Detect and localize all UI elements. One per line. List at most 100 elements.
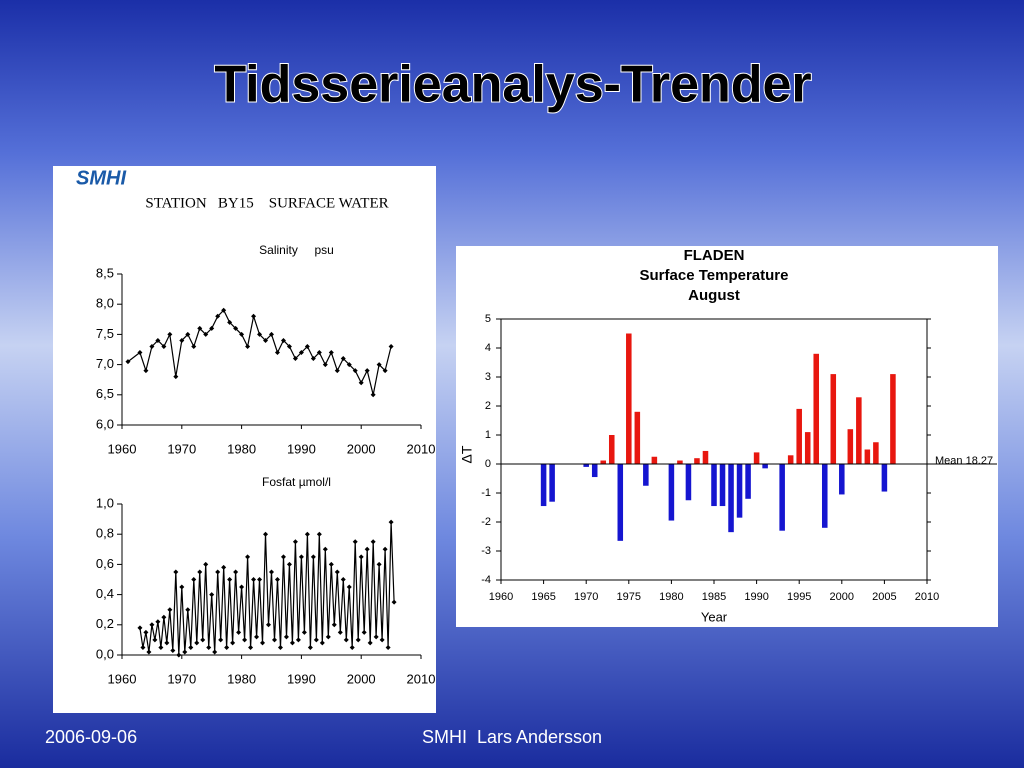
data-point <box>388 343 394 349</box>
x-tick-label: 1970 <box>167 671 196 686</box>
bar <box>796 408 802 464</box>
y-tick-label: 2 <box>485 400 491 412</box>
data-point <box>158 644 164 650</box>
data-point <box>215 313 221 319</box>
bar <box>753 452 760 464</box>
data-point <box>251 577 257 582</box>
data-point <box>260 640 266 646</box>
data-point <box>239 331 245 337</box>
data-point <box>280 554 286 560</box>
y-tick-label: 4 <box>485 342 491 354</box>
x-tick-label: 1995 <box>787 591 811 603</box>
y-tick-label: 0,2 <box>96 616 114 631</box>
bar <box>643 464 649 486</box>
bar <box>540 464 547 507</box>
data-point <box>209 325 215 331</box>
data-point <box>391 599 397 605</box>
bar <box>591 464 598 478</box>
data-point <box>137 350 143 356</box>
y-tick-label: 0,4 <box>96 586 114 601</box>
data-point <box>203 561 209 567</box>
data-point <box>236 629 242 635</box>
bar <box>685 464 692 501</box>
data-point <box>370 392 376 398</box>
data-point <box>310 554 316 560</box>
y-tick-label: 5 <box>485 313 491 325</box>
x-tick-label: 1970 <box>167 441 196 456</box>
chart-title: Surface Temperature <box>640 267 789 284</box>
data-point <box>328 350 334 356</box>
y-tick-label: 0,8 <box>96 526 114 541</box>
data-point <box>221 307 227 313</box>
data-point <box>277 644 283 650</box>
x-tick-label: 1960 <box>108 441 137 456</box>
y-tick-label: 0,0 <box>96 646 114 661</box>
data-point <box>197 569 203 575</box>
data-point <box>179 337 185 343</box>
data-point <box>185 331 191 337</box>
x-axis-label: Year <box>701 609 728 624</box>
panel-title: STATION BY15 SURFACE WATER <box>145 195 388 211</box>
chart-title: Salinity psu <box>259 243 334 257</box>
x-tick-label: 1970 <box>574 591 598 603</box>
data-point <box>251 313 257 319</box>
data-point <box>283 634 289 640</box>
x-tick-label: 1980 <box>659 591 683 603</box>
x-tick-label: 1990 <box>287 671 316 686</box>
data-point <box>248 644 254 650</box>
data-point <box>167 607 173 613</box>
y-tick-label: 8,0 <box>96 296 114 311</box>
data-point <box>358 380 364 386</box>
data-point <box>286 561 292 567</box>
x-tick-label: 1965 <box>531 591 555 603</box>
data-point <box>367 640 373 646</box>
data-point <box>164 640 170 646</box>
left-panel <box>53 166 436 713</box>
data-point <box>331 622 337 628</box>
bar <box>821 464 828 528</box>
x-tick-label: 2005 <box>872 591 896 603</box>
data-point <box>307 644 313 650</box>
x-tick-label: 2000 <box>830 591 854 603</box>
data-point <box>194 640 200 646</box>
data-point <box>289 640 295 646</box>
data-point <box>170 647 176 653</box>
data-point <box>188 644 194 650</box>
data-point <box>316 531 322 537</box>
data-point <box>385 644 391 650</box>
y-tick-label: 0,6 <box>96 556 114 571</box>
data-point <box>292 539 298 545</box>
bar <box>549 464 555 502</box>
data-point <box>382 546 388 552</box>
x-tick-label: 2000 <box>347 671 376 686</box>
data-point <box>286 343 292 349</box>
data-point <box>379 637 385 643</box>
bar <box>779 464 785 531</box>
data-point <box>269 569 274 575</box>
bar <box>626 333 632 464</box>
x-tick-label: 2010 <box>407 671 436 686</box>
bar <box>856 397 862 464</box>
bar <box>804 432 811 464</box>
bar <box>702 450 709 464</box>
x-tick-label: 1990 <box>744 591 768 603</box>
bar <box>736 464 743 518</box>
data-point <box>271 637 277 643</box>
y-tick-label: 7,5 <box>96 326 114 341</box>
right-panel <box>456 246 998 627</box>
data-point <box>301 629 307 635</box>
data-point <box>227 577 233 582</box>
bar <box>830 374 837 464</box>
data-point <box>343 637 349 643</box>
data-point <box>143 629 149 635</box>
bar <box>677 460 683 464</box>
x-tick-label: 2000 <box>347 441 376 456</box>
data-point <box>266 622 272 628</box>
data-point <box>292 356 298 362</box>
data-point <box>310 356 316 362</box>
x-tick-label: 1980 <box>227 671 256 686</box>
data-point <box>233 569 239 575</box>
data-point <box>203 331 209 337</box>
bar <box>719 464 726 507</box>
